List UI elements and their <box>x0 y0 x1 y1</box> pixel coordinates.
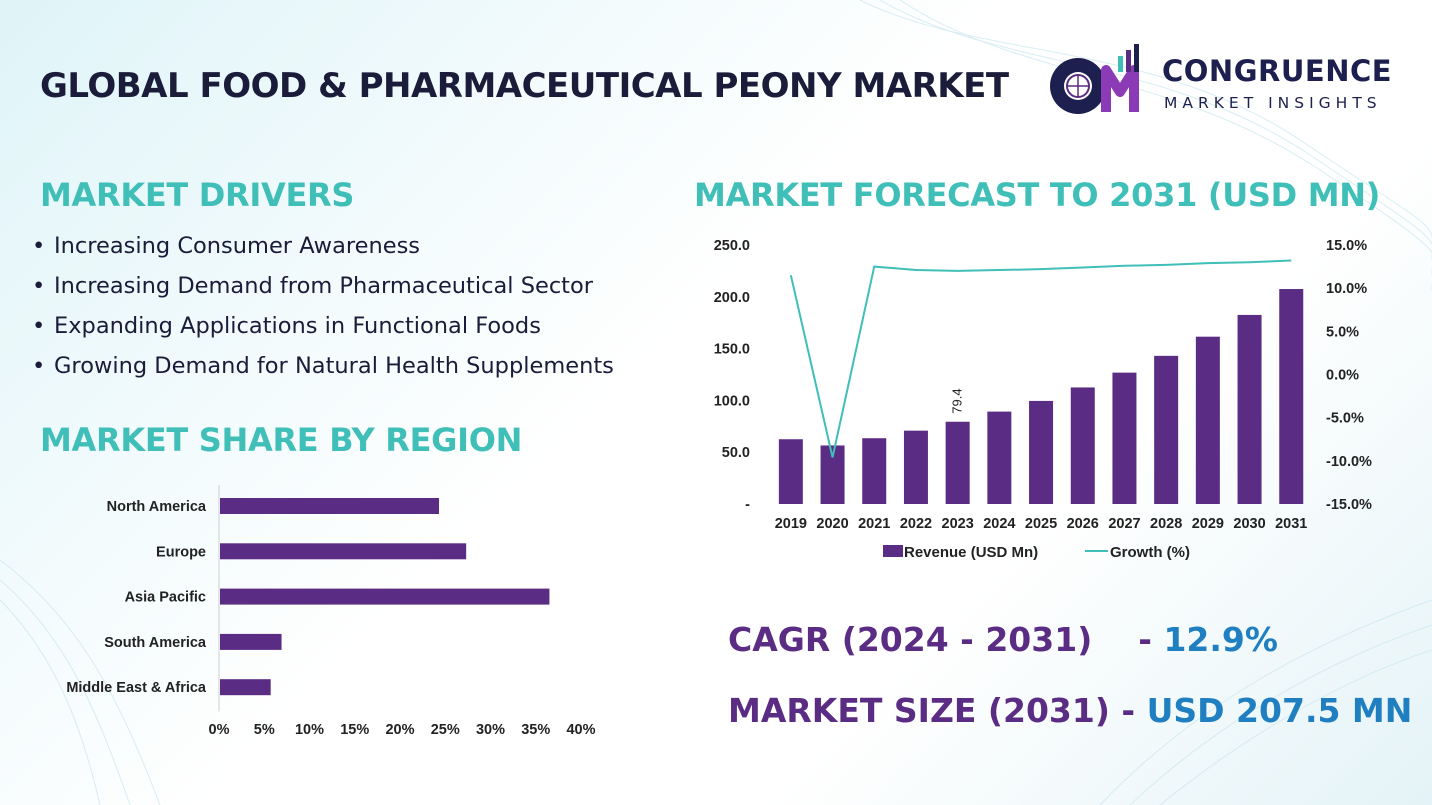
bar <box>220 588 550 605</box>
revenue-bar <box>987 411 1012 504</box>
revenue-bar <box>1070 387 1095 504</box>
revenue-bar <box>1029 400 1054 504</box>
region-heading: MARKET SHARE BY REGION <box>40 421 523 459</box>
x-tick-label: 10% <box>295 722 324 738</box>
revenue-bar <box>1195 336 1220 504</box>
page-title: GLOBAL FOOD & PHARMACEUTICAL PEONY MARKE… <box>40 66 1009 106</box>
y-left-tick-label: 100.0 <box>714 393 750 409</box>
driver-item: • Expanding Applications in Functional Fo… <box>32 313 541 339</box>
bar <box>220 633 282 650</box>
legend-revenue-label: Revenue (USD Mn) <box>904 544 1038 561</box>
legend-growth-label: Growth (%) <box>1110 544 1190 561</box>
drivers-heading: MARKET DRIVERS <box>40 176 355 214</box>
x-tick-label: 2022 <box>900 516 932 532</box>
x-tick-label: 2019 <box>775 516 807 532</box>
y-right-tick-label: 10.0% <box>1326 281 1367 297</box>
y-left-tick-label: 50.0 <box>722 445 750 461</box>
y-left-tick-label: 200.0 <box>714 290 750 306</box>
driver-item: • Increasing Consumer Awareness <box>32 233 421 259</box>
x-tick-label: 0% <box>209 722 230 738</box>
driver-text: Increasing Consumer Awareness <box>54 233 421 259</box>
category-label: Middle East & Africa <box>66 680 207 696</box>
revenue-bar <box>1154 355 1179 504</box>
y-left-tick-label: - <box>745 497 750 513</box>
y-right-tick-label: -5.0% <box>1326 411 1364 427</box>
x-tick-label: 40% <box>566 722 595 738</box>
logo: CONGRUENCE MARKET INSIGHTS <box>1044 42 1394 118</box>
size-label: MARKET SIZE (2031) <box>728 691 1110 730</box>
revenue-bar <box>778 439 803 504</box>
x-tick-label: 25% <box>431 722 460 738</box>
data-label: 79.4 <box>950 388 965 413</box>
bar <box>220 498 440 514</box>
legend-revenue-swatch <box>883 545 903 557</box>
cagr-value: 12.9% <box>1163 620 1278 659</box>
x-tick-label: 2021 <box>858 516 890 532</box>
cagr-stat: CAGR (2024 - 2031) - 12.9% <box>728 620 1278 659</box>
cagr-dash: - <box>1138 620 1164 659</box>
bar <box>220 543 467 560</box>
revenue-bar <box>903 430 928 504</box>
y-left-tick-label: 150.0 <box>714 342 750 358</box>
x-tick-label: 2020 <box>816 516 848 532</box>
logo-name: CONGRUENCE <box>1162 54 1393 88</box>
cagr-label: CAGR (2024 - 2031) <box>728 620 1093 659</box>
x-tick-label: 5% <box>254 722 275 738</box>
category-label: Asia Pacific <box>125 590 206 606</box>
logo-mark-icon <box>1050 44 1139 114</box>
revenue-bar <box>1279 289 1304 504</box>
category-label: South America <box>104 635 207 651</box>
x-tick-label: 20% <box>385 722 414 738</box>
y-right-tick-label: 5.0% <box>1326 324 1359 340</box>
x-tick-label: 30% <box>476 722 505 738</box>
y-left-tick-label: 250.0 <box>714 238 750 254</box>
category-label: North America <box>107 499 207 515</box>
revenue-bar <box>1112 372 1137 504</box>
x-tick-label: 2031 <box>1275 516 1307 532</box>
bar <box>220 679 271 696</box>
revenue-bar <box>945 421 970 504</box>
driver-item: • Growing Demand for Natural Health Suppl… <box>32 353 614 379</box>
size-value: USD 207.5 MN <box>1146 691 1413 730</box>
x-tick-label: 2029 <box>1192 516 1224 532</box>
market-size-stat: MARKET SIZE (2031) - USD 207.5 MN <box>728 691 1412 730</box>
forecast-heading: MARKET FORECAST TO 2031 (USD MN) <box>694 176 1381 214</box>
driver-text: Expanding Applications in Functional Foo… <box>54 313 541 339</box>
x-tick-label: 2026 <box>1067 516 1099 532</box>
size-dash: - <box>1109 691 1147 730</box>
revenue-bar <box>1237 314 1262 504</box>
y-right-tick-label: -10.0% <box>1326 454 1372 470</box>
drivers-list: • Increasing Consumer Awareness • Increasi… <box>32 228 614 388</box>
y-right-tick-label: 0.0% <box>1326 368 1359 384</box>
forecast-chart: - 50.0 100.0 150.0 200.0 250.0 -15.0% -10.0% -5.… <box>714 238 1372 561</box>
growth-line <box>789 259 1292 458</box>
y-right-tick-label: -15.0% <box>1326 497 1372 513</box>
driver-item: • Increasing Demand from Pharmaceutical S… <box>32 273 594 299</box>
revenue-bar <box>862 438 887 504</box>
driver-text: Growing Demand for Natural Health Supple… <box>54 353 614 379</box>
y-right-tick-label: 15.0% <box>1326 238 1367 254</box>
logo-tagline: MARKET INSIGHTS <box>1164 94 1382 112</box>
x-tick-label: 2028 <box>1150 516 1182 532</box>
x-tick-label: 2030 <box>1233 516 1265 532</box>
x-tick-label: 2024 <box>983 516 1015 532</box>
x-tick-label: 15% <box>340 722 369 738</box>
x-tick-label: 2023 <box>942 516 974 532</box>
x-tick-label: 2027 <box>1108 516 1140 532</box>
category-label: Europe <box>156 544 206 560</box>
driver-text: Increasing Demand from Pharmaceutical Se… <box>54 273 594 299</box>
x-tick-label: 2025 <box>1025 516 1057 532</box>
region-share-chart: North America Europe Asia Pacific South Ame… <box>66 485 596 738</box>
x-tick-label: 35% <box>521 722 550 738</box>
